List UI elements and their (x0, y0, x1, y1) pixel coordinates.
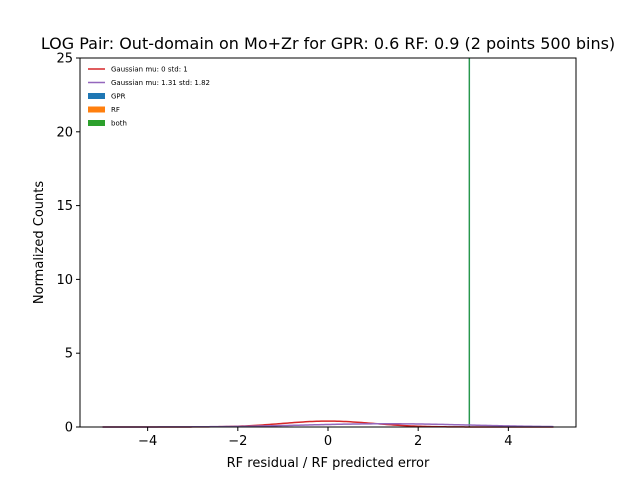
y-axis-label: Normalized Counts (32, 181, 47, 304)
x-tick-label: 2 (414, 434, 422, 449)
y-tick-label: 10 (56, 273, 73, 288)
x-tick-label: −2 (228, 434, 247, 449)
y-axis-ticks: 0 5 10 15 20 25 (56, 52, 80, 436)
legend: Gaussian mu: 0 std: 1 Gaussian mu: 1.31 s… (88, 66, 210, 128)
legend-label-rf: RF (111, 106, 120, 114)
legend-label-gaussian-mu-0-std-1: Gaussian mu: 0 std: 1 (111, 66, 188, 74)
y-tick-label: 25 (56, 52, 73, 67)
y-tick-label: 5 (65, 347, 73, 362)
legend-swatch-both (88, 120, 105, 126)
legend-label-gpr: GPR (111, 93, 126, 101)
legend-label-gaussian-mu-1-31-std-1-82: Gaussian mu: 1.31 std: 1.82 (111, 79, 210, 87)
legend-swatch-gpr (88, 93, 105, 99)
x-axis-ticks: −4 −2 0 2 4 (138, 427, 513, 449)
y-tick-label: 15 (56, 199, 73, 214)
x-tick-label: 0 (324, 434, 332, 449)
hist-bar-both-0 (468, 58, 471, 427)
gaussian-curves (102, 420, 554, 428)
y-tick-label: 0 (65, 421, 73, 436)
axes-frame (79, 57, 577, 428)
legend-label-both: both (111, 120, 127, 128)
histogram-bars (468, 58, 471, 427)
chart-title: LOG Pair: Out-domain on Mo+Zr for GPR: 0… (41, 34, 615, 53)
plot-area (79, 57, 577, 428)
y-tick-label: 20 (56, 125, 73, 140)
x-axis-label: RF residual / RF predicted error (227, 456, 430, 471)
x-tick-label: 4 (504, 434, 512, 449)
x-tick-label: −4 (138, 434, 157, 449)
legend-swatch-rf (88, 106, 105, 113)
